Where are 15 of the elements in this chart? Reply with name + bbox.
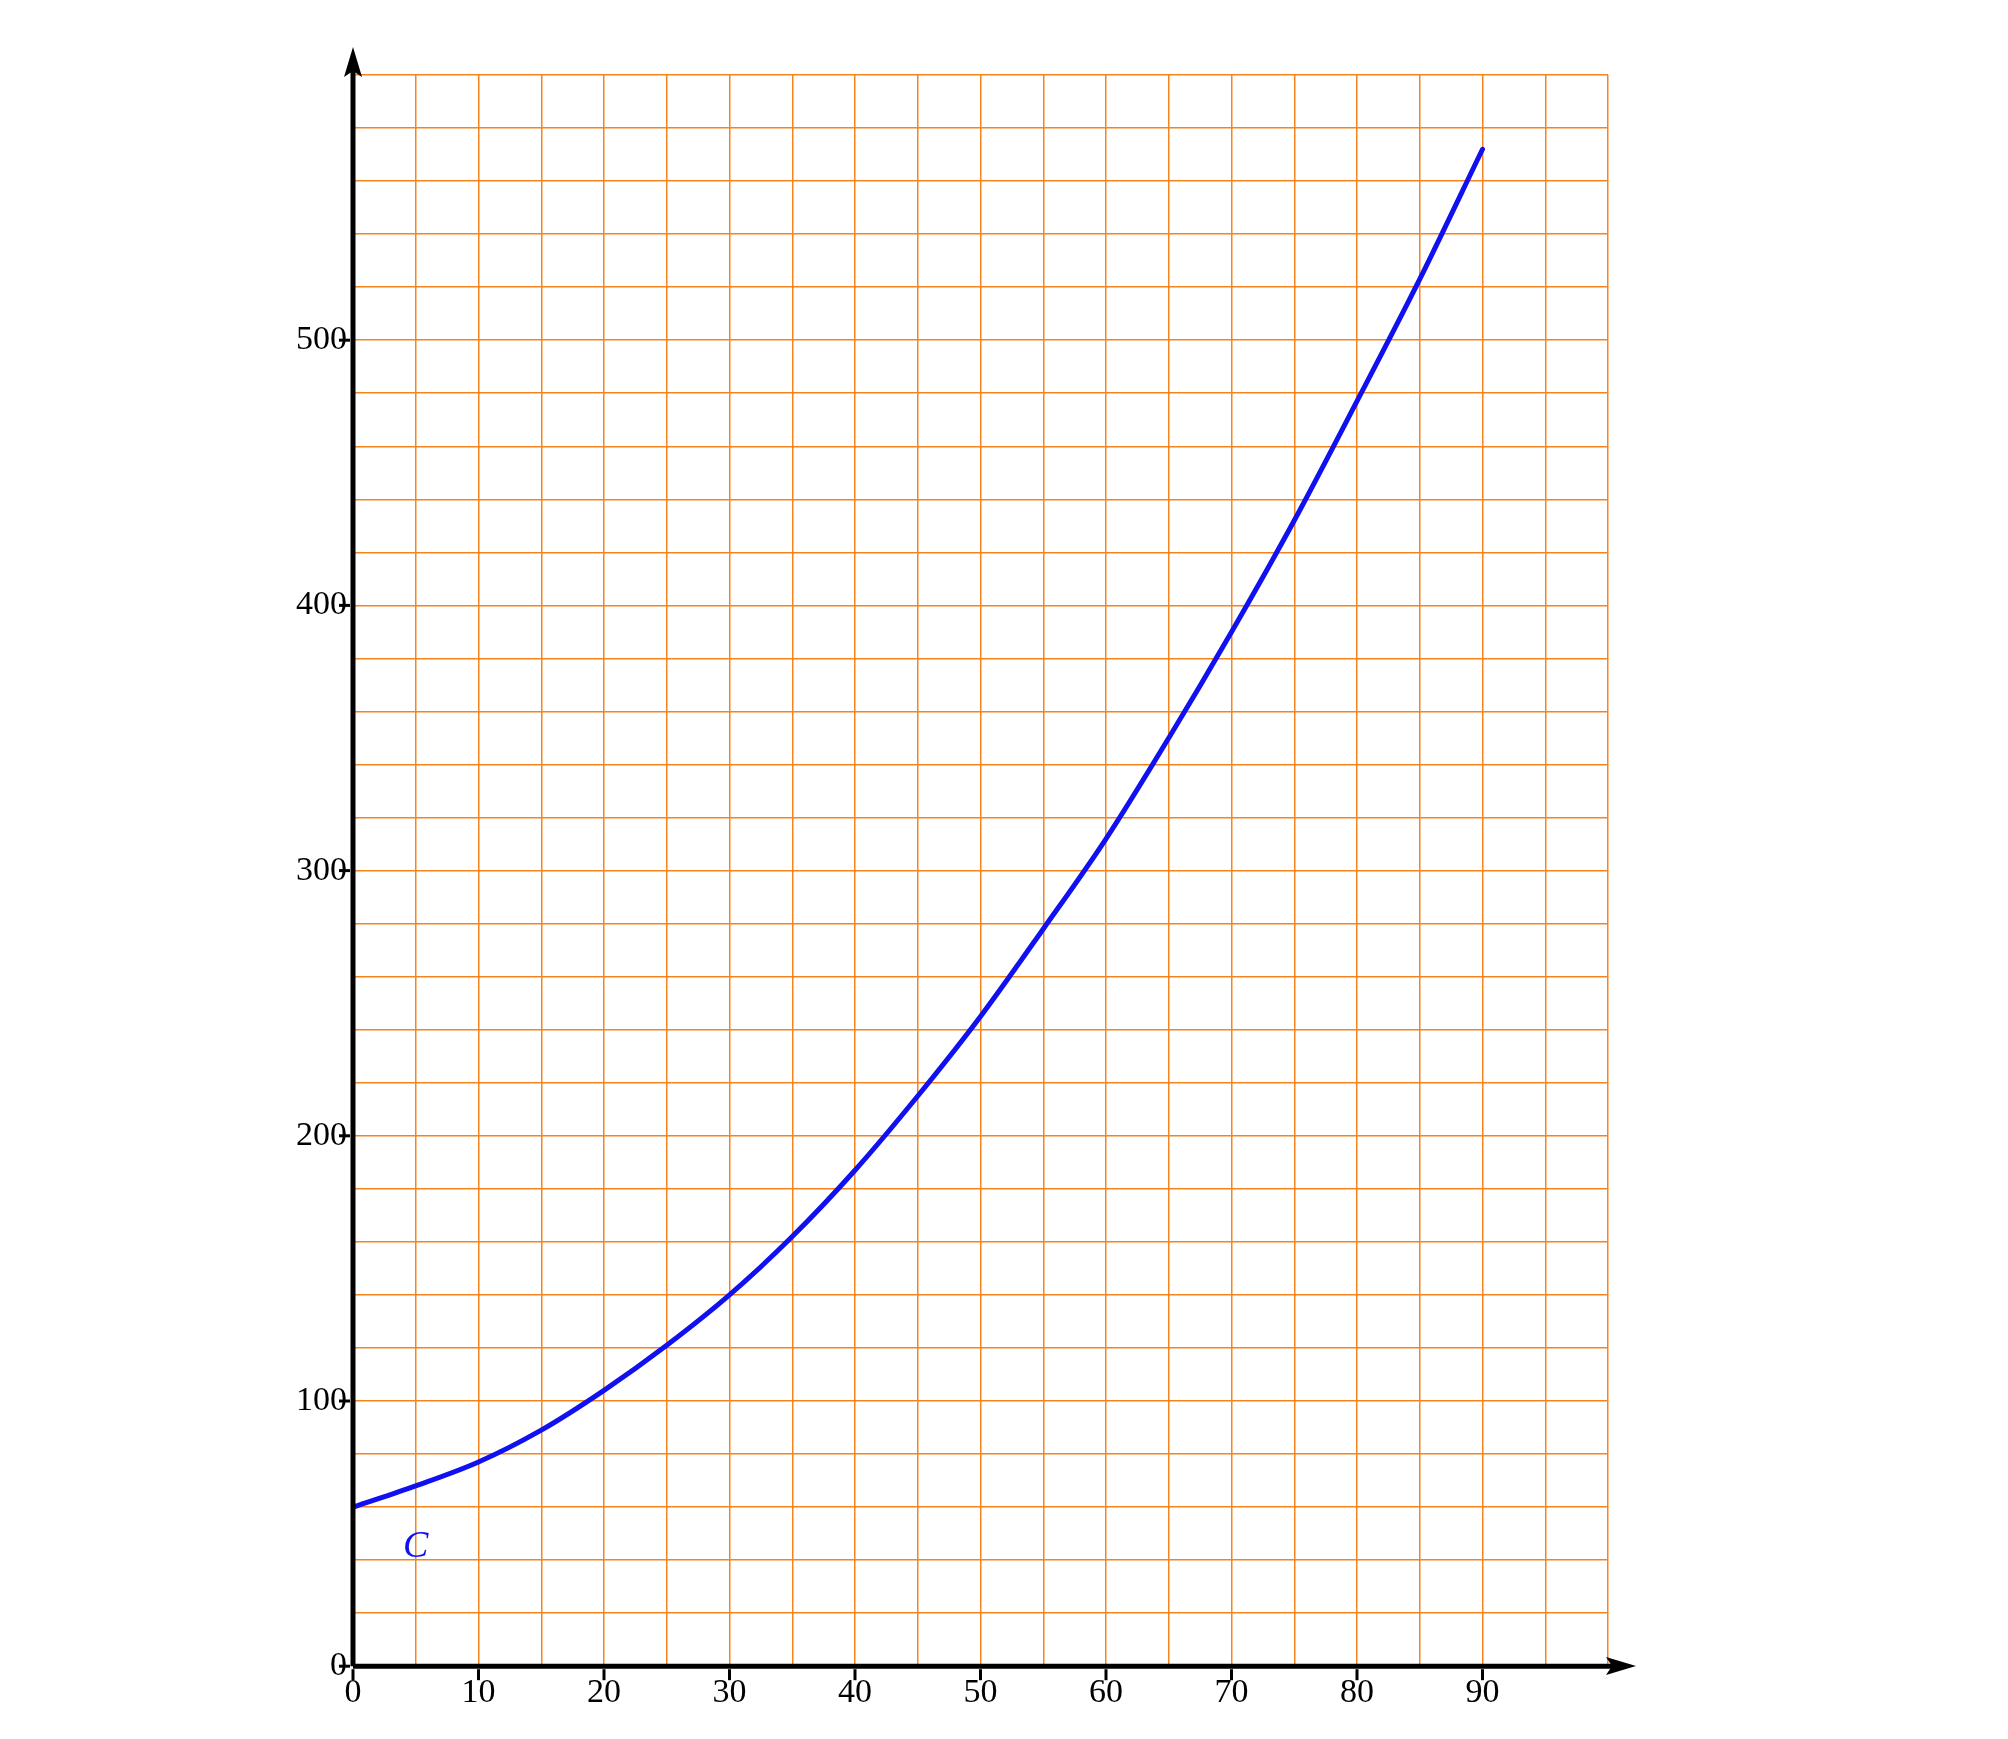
x-tick-label: 10 bbox=[461, 1671, 496, 1709]
y-tick-label: 0 bbox=[330, 1645, 347, 1683]
x-tick-label: 50 bbox=[963, 1671, 998, 1709]
x-tick-label: 90 bbox=[1465, 1671, 1500, 1709]
y-tick-label: 200 bbox=[296, 1114, 347, 1152]
y-tick-label: 400 bbox=[296, 584, 347, 622]
x-tick-label: 40 bbox=[838, 1671, 872, 1709]
x-tick-label: 60 bbox=[1089, 1671, 1123, 1709]
x-tick-label: 30 bbox=[712, 1671, 747, 1709]
y-tick-label: 500 bbox=[296, 319, 347, 357]
x-tick-label: 80 bbox=[1340, 1671, 1374, 1709]
y-tick-label: 300 bbox=[296, 849, 347, 887]
y-tick-label: 100 bbox=[296, 1379, 347, 1417]
x-tick-label: 20 bbox=[587, 1671, 621, 1709]
x-tick-label: 70 bbox=[1214, 1671, 1249, 1709]
